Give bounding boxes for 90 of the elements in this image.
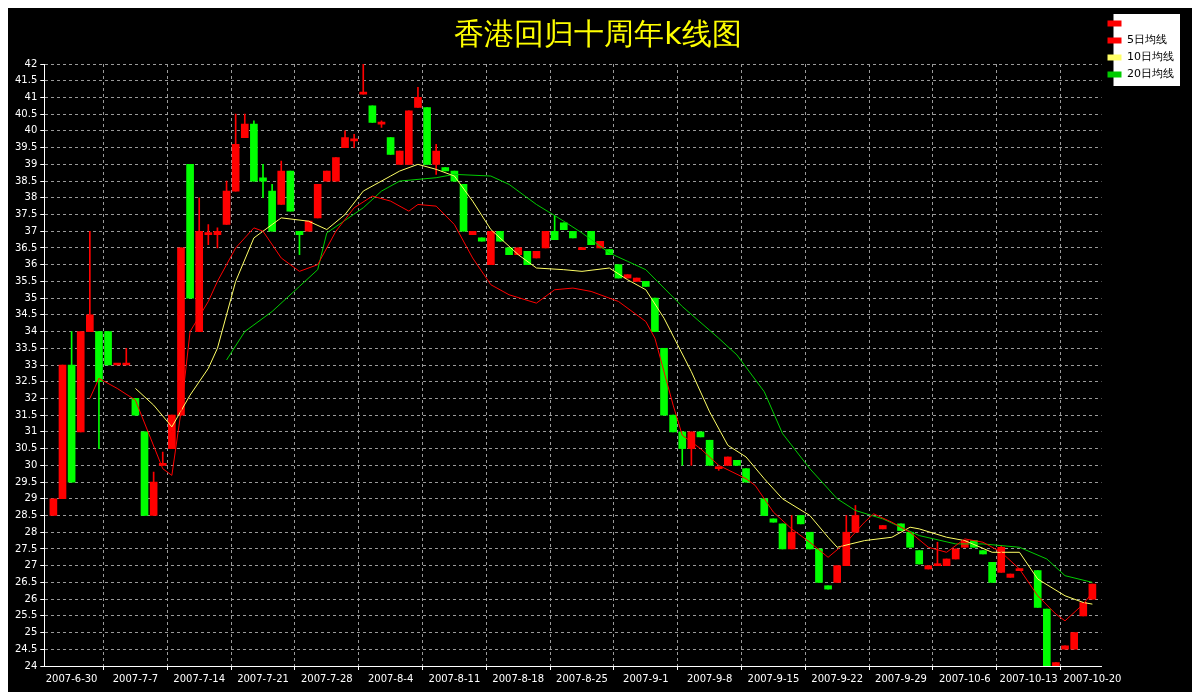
y-tick-label: 27.5 (15, 542, 38, 554)
y-tick-label: 31 (24, 425, 38, 437)
y-tick-label: 37 (24, 224, 38, 236)
candlestick (660, 347, 668, 416)
candlestick (1042, 608, 1051, 666)
x-tick-label: 2007-6-30 (45, 672, 98, 684)
chart-title: 香港回归十周年k线图 (454, 15, 742, 51)
candlestick (505, 247, 513, 255)
candlestick (951, 548, 960, 560)
y-tick-label: 33.5 (15, 341, 38, 353)
candlestick (168, 414, 176, 449)
candlestick (441, 167, 450, 172)
x-tick-label: 2007-9-1 (623, 672, 669, 684)
candlestick (641, 281, 650, 287)
candlestick (669, 414, 677, 433)
x-tick-label: 2007-8-4 (367, 672, 414, 684)
y-tick-label: 24.5 (15, 642, 38, 654)
x-tick-label: 2007-9-29 (875, 672, 927, 684)
y-tick-label: 24 (24, 659, 38, 671)
candlestick (559, 222, 568, 230)
candlestick (569, 230, 577, 239)
candlestick (760, 498, 769, 516)
candlestick (824, 585, 832, 590)
candlestick (1052, 662, 1060, 666)
y-tick-label: 25 (24, 626, 38, 638)
legend-label: 5日均线 (1127, 33, 1167, 47)
y-tick-label: 29 (24, 492, 38, 504)
y-tick-label: 40.5 (15, 107, 38, 119)
x-tick-label: 2007-8-11 (428, 672, 481, 684)
y-tick-label: 38.5 (15, 174, 38, 186)
candlestick (878, 525, 887, 530)
candlestick (487, 230, 495, 265)
candlestick (915, 550, 924, 565)
candlestick (796, 515, 805, 525)
y-tick-label: 41.5 (15, 74, 38, 86)
y-tick-label: 26.5 (15, 575, 38, 587)
x-tick-label: 2007-7-7 (112, 672, 159, 684)
y-tick-label: 25.5 (15, 609, 38, 621)
candlestick (578, 247, 586, 250)
candlestick (815, 548, 823, 583)
candlestick (651, 297, 659, 332)
y-tick-label: 34.5 (15, 308, 38, 320)
x-tick-label: 2007-9-8 (686, 672, 733, 684)
y-tick-label: 26 (24, 592, 38, 604)
candlestick (423, 107, 431, 165)
y-tick-label: 37.5 (15, 208, 38, 220)
y-tick-label: 30.5 (15, 442, 38, 454)
y-tick-label: 36 (24, 258, 38, 270)
y-tick-label: 28.5 (15, 509, 38, 521)
candlestick (906, 531, 914, 548)
candlestick (313, 184, 322, 219)
x-tick-label: 2007-9-22 (811, 672, 864, 684)
x-tick-label: 2007-8-18 (492, 672, 545, 684)
y-tick-label: 30 (24, 458, 38, 470)
x-tick-label: 2007-7-21 (237, 672, 289, 684)
x-tick-label: 2007-7-14 (173, 672, 226, 684)
candlestick (979, 550, 987, 555)
candlestick (177, 247, 185, 416)
y-tick-label: 36.5 (15, 241, 38, 253)
y-tick-label: 31.5 (15, 408, 38, 420)
y-tick-label: 29.5 (15, 475, 38, 487)
candlestick (632, 277, 641, 282)
y-tick-label: 41 (24, 91, 38, 103)
y-tick-label: 38 (24, 191, 38, 203)
y-tick-label: 35 (24, 291, 38, 303)
candlestick (988, 561, 996, 583)
candlestick (1079, 602, 1088, 617)
x-tick-label: 2007-8-25 (556, 672, 608, 684)
y-tick-label: 27 (24, 559, 38, 571)
y-tick-label: 39.5 (15, 141, 38, 153)
legend-label: 20日均线 (1127, 67, 1174, 81)
y-tick-label: 34 (24, 325, 38, 337)
x-tick-label: 2007-10-20 (1063, 672, 1122, 684)
y-tick-label: 32 (24, 392, 38, 404)
y-tick-label: 39 (24, 157, 38, 169)
candlestick (733, 459, 741, 466)
y-tick-label: 35.5 (15, 274, 38, 286)
candlestick (723, 456, 732, 466)
candlestick (186, 164, 194, 299)
legend-label: 10日均线 (1127, 50, 1174, 64)
y-tick-label: 40 (24, 124, 38, 136)
candlestick (477, 237, 486, 242)
y-tick-label: 42 (24, 57, 38, 69)
y-tick-label: 32.5 (15, 375, 38, 387)
x-tick-label: 2007-9-15 (747, 672, 800, 684)
y-tick-label: 33 (24, 358, 38, 370)
x-tick-label: 2007-10-13 (999, 672, 1058, 684)
y-tick-label: 28 (24, 525, 38, 537)
x-tick-label: 2007-7-28 (300, 672, 353, 684)
x-tick-label: 2007-10-6 (938, 672, 991, 684)
